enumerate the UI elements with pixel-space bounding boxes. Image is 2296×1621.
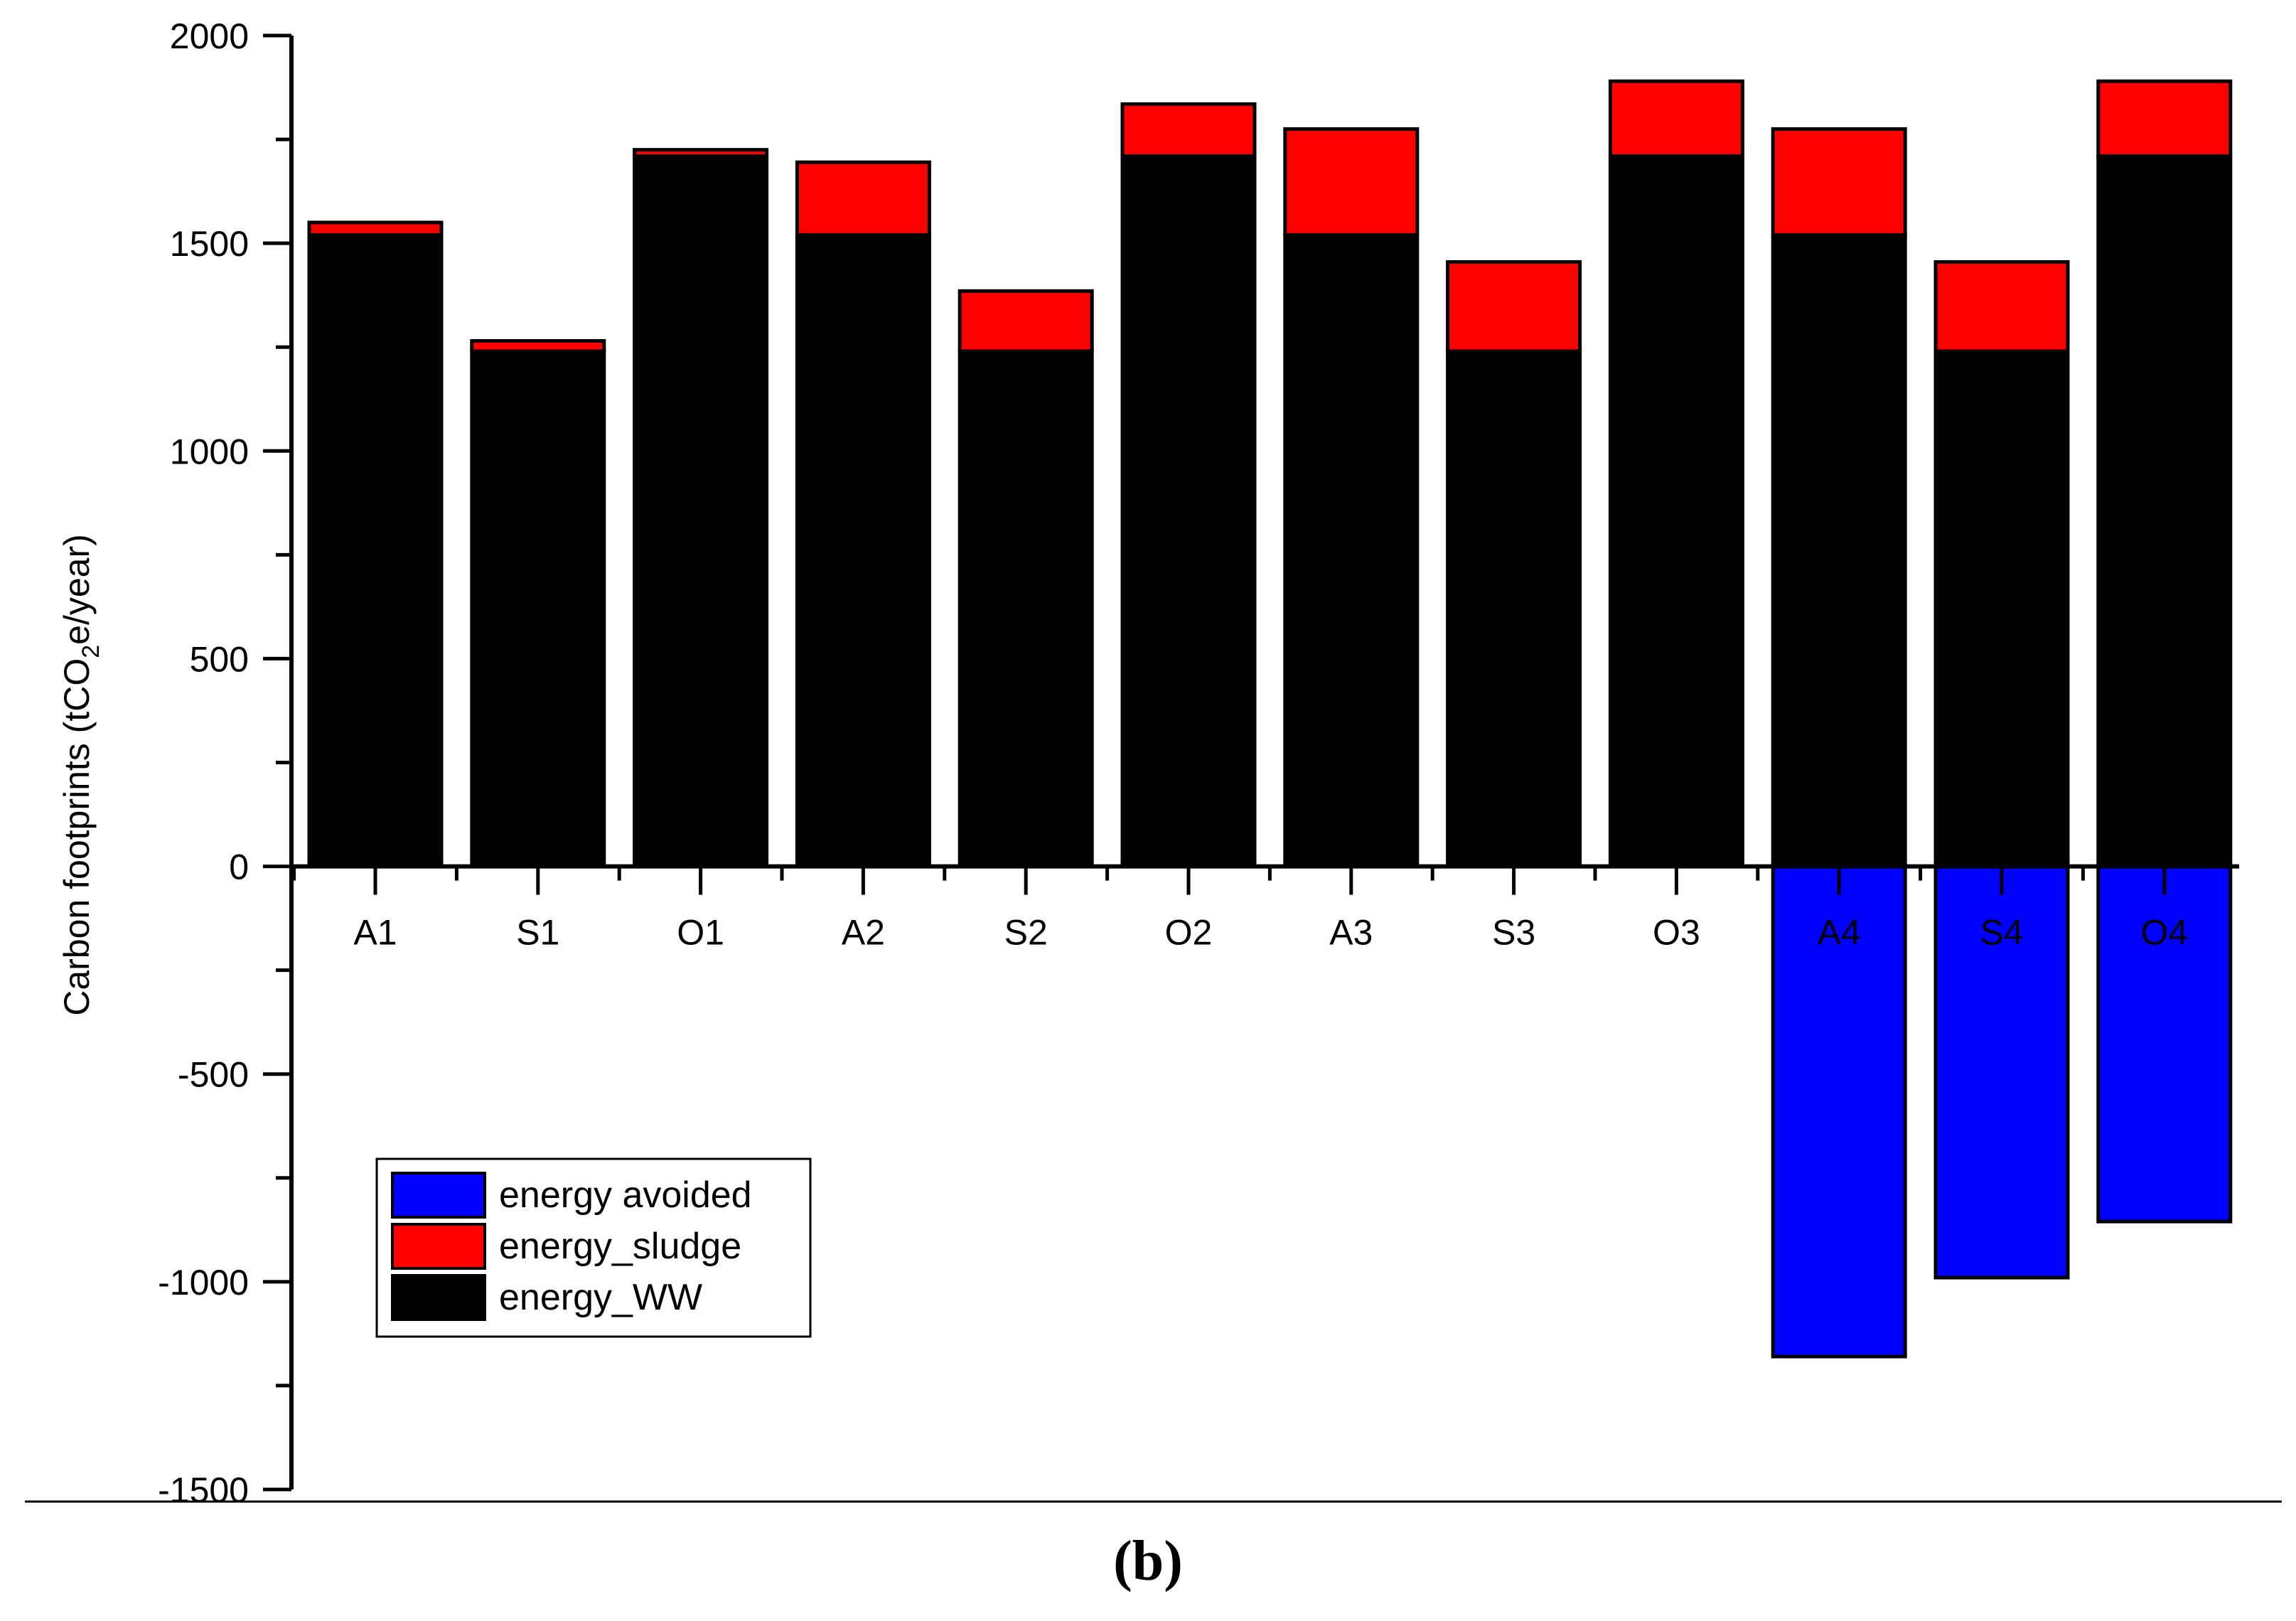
x-tick-label: S3 — [1492, 913, 1535, 953]
bar-energy-ww-o3 — [1608, 154, 1744, 869]
x-tick-label: S1 — [516, 913, 559, 953]
bar-energy-ww-a3 — [1283, 232, 1420, 869]
bar-energy-ww-s4 — [1933, 349, 2070, 869]
x-tick-label: A1 — [353, 913, 397, 953]
bar-energy-ww-s2 — [957, 349, 1094, 869]
legend-swatch — [391, 1172, 486, 1219]
bar-energy-sludge-a2 — [795, 160, 931, 237]
x-tick-label: A3 — [1329, 913, 1373, 953]
x-tick-label: S2 — [1004, 913, 1048, 953]
legend-swatch — [391, 1223, 486, 1270]
bar-energy-ww-a2 — [795, 232, 931, 869]
bar-energy-ww-a1 — [307, 232, 444, 869]
bar-energy-ww-o2 — [1120, 154, 1257, 869]
y-tick-label: 0 — [229, 847, 249, 887]
y-tick-label: -1500 — [158, 1470, 249, 1510]
y-tick-label: 500 — [190, 639, 249, 679]
bar-energy-ww-s3 — [1446, 349, 1582, 869]
legend-label: energy avoided — [499, 1175, 752, 1216]
y-tick-label: 1500 — [170, 224, 249, 264]
x-tick-label: S4 — [1980, 913, 2023, 953]
axes-layer: -1500 -1000 -500 0 500 1000 1500 2000 A1 S1 O1 A2 S2… — [25, 16, 2282, 1510]
bar-energy-sludge-o2 — [1120, 102, 1257, 158]
bar-energy-sludge-a3 — [1283, 127, 1420, 237]
y-tick-label: 2000 — [170, 16, 249, 56]
x-tick-label: O3 — [1653, 913, 1700, 953]
legend-label: energy_sludge — [499, 1226, 741, 1267]
bar-energy-ww-o1 — [633, 154, 769, 869]
bar-energy-sludge-o1 — [633, 148, 769, 158]
bar-energy-sludge-o3 — [1608, 79, 1744, 158]
legend: energy avoided energy_sludge energy_WW — [375, 1157, 812, 1338]
x-tick-label: A4 — [1818, 913, 1861, 953]
bar-energy-sludge-o4 — [2096, 79, 2233, 158]
y-axis-label: Carbon footprints (tCO2e/year) — [57, 534, 104, 1016]
bar-energy-ww-o4 — [2096, 154, 2233, 869]
bar-energy-sludge-s4 — [1933, 260, 2070, 353]
x-tick-label: A2 — [842, 913, 885, 953]
panel-label: (b) — [1113, 1530, 1183, 1593]
bar-energy-sludge-s3 — [1446, 260, 1582, 353]
x-tick-label: O2 — [1165, 913, 1213, 953]
bar-energy-ww-s1 — [470, 349, 606, 869]
bar-energy-sludge-a4 — [1771, 127, 1907, 237]
legend-swatch — [391, 1274, 486, 1321]
bars-layer — [307, 79, 2233, 1359]
legend-label: energy_WW — [499, 1277, 702, 1318]
y-tick-label: -500 — [178, 1055, 249, 1095]
x-tick-label: O4 — [2140, 913, 2188, 953]
y-tick-label: -1000 — [158, 1263, 249, 1302]
bar-energy-sludge-a1 — [307, 220, 444, 237]
bar-energy-avoided-o4 — [2096, 865, 2233, 1224]
y-tick-label: 1000 — [170, 432, 249, 471]
bar-energy-sludge-s2 — [957, 289, 1094, 353]
bar-energy-avoided-a4 — [1771, 865, 1907, 1359]
bar-energy-sludge-s1 — [470, 338, 606, 353]
bar-energy-ww-a4 — [1771, 232, 1907, 869]
x-tick-label: O1 — [677, 913, 724, 953]
